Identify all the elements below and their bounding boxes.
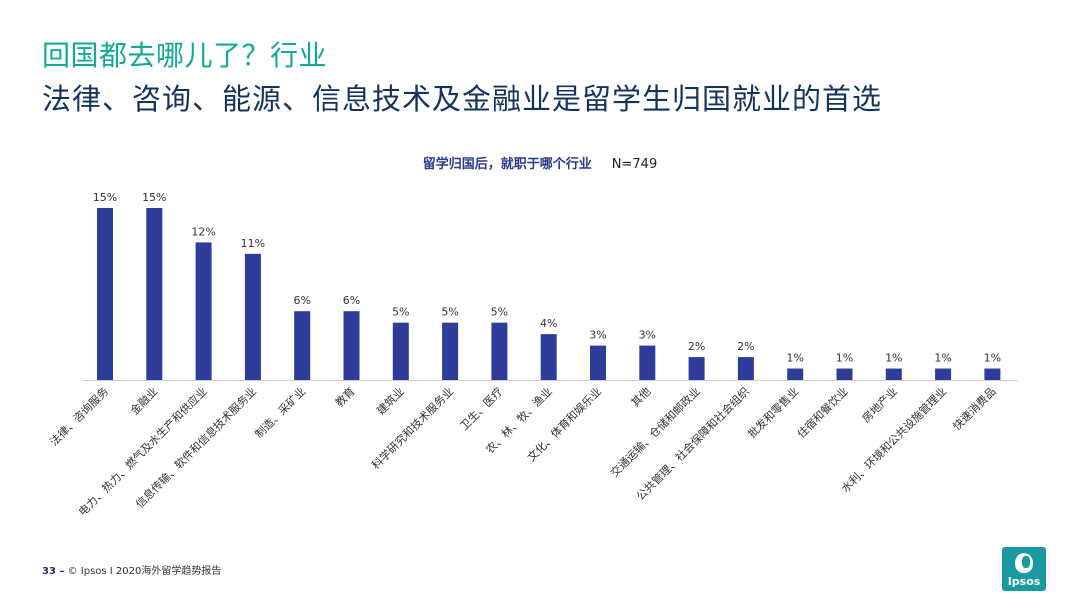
data-label: 15% (93, 191, 117, 204)
bar (343, 311, 360, 380)
sample-size: N=749 (611, 157, 658, 172)
category-label: 房地产业 (859, 384, 900, 425)
data-label: 1% (885, 352, 902, 365)
bar (491, 322, 508, 380)
bar (935, 368, 952, 380)
category-label: 制造、采矿业 (252, 384, 309, 441)
category-label: 法律、咨询服务 (47, 384, 111, 448)
bar (146, 208, 163, 380)
data-label: 15% (142, 191, 166, 204)
category-label: 住宿和餐饮业 (794, 384, 851, 441)
logo-shape-cut (1022, 556, 1030, 568)
page-title: 回国都去哪儿了？行业 (42, 39, 328, 72)
data-label: 5% (491, 306, 508, 319)
data-label: 6% (293, 294, 310, 307)
bar (442, 322, 459, 380)
data-label: 5% (441, 306, 458, 319)
data-label: 12% (191, 225, 215, 238)
category-label: 批发和零售业 (745, 384, 802, 441)
bar (984, 368, 1001, 380)
category-label: 快速消费品 (950, 384, 999, 433)
bar (195, 242, 212, 380)
bar (590, 345, 606, 380)
category-label: 金融业 (127, 384, 160, 417)
page-subtitle: 法律、咨询、能源、信息技术及金融业是留学生归国就业的首选 (42, 82, 883, 116)
bar (737, 357, 754, 380)
chart-title: 留学归国后，就职于哪个行业 N=749 (0, 153, 1080, 172)
category-label: 教育 (332, 384, 357, 409)
bar (787, 368, 804, 380)
footer: 33 – © Ipsos I 2020海外留学趋势报告 (42, 562, 221, 577)
bar (639, 345, 656, 380)
data-label: 3% (589, 329, 606, 342)
data-label: 6% (343, 294, 360, 307)
category-label: 交通运输、仓储和邮政业 (607, 384, 702, 479)
data-label: 11% (241, 237, 265, 250)
bar (885, 368, 902, 380)
data-label: 1% (934, 352, 951, 365)
bar (97, 208, 113, 380)
category-label: 建筑业 (374, 384, 407, 417)
data-label: 2% (688, 340, 705, 353)
logo-text: Ipsos (1007, 575, 1041, 588)
data-label: 1% (836, 352, 853, 365)
bar (244, 253, 261, 380)
chart-title-text: 留学归国后，就职于哪个行业 (422, 157, 592, 172)
category-label: 其他 (629, 385, 654, 410)
bar (836, 368, 853, 380)
data-label: 1% (786, 352, 803, 365)
bar (392, 322, 409, 380)
data-label: 4% (540, 317, 557, 330)
data-label: 5% (392, 306, 409, 319)
bar (294, 311, 311, 380)
category-label: 水利、环境和公共设施管理业 (838, 384, 949, 495)
category-label: 科学研究和技术服务业 (369, 384, 457, 472)
footer-source: © Ipsos I 2020海外留学趋势报告 (67, 566, 222, 577)
page-number: 33 – (42, 566, 65, 577)
data-label: 3% (639, 329, 656, 342)
category-label: 卫生、医疗 (457, 384, 506, 433)
ipsos-logo: Ipsos (1002, 547, 1046, 591)
bar (688, 357, 705, 380)
data-label: 2% (737, 340, 754, 353)
data-label: 1% (984, 352, 1001, 365)
bar (540, 334, 557, 380)
